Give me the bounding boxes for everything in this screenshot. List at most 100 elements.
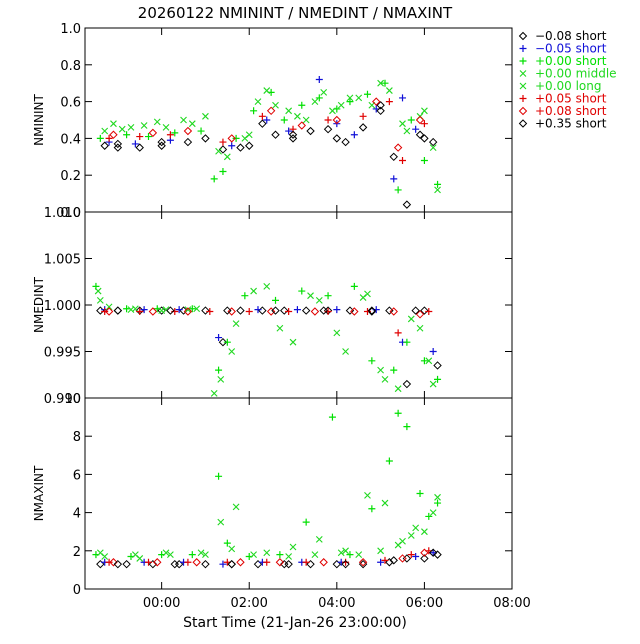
legend-label: +0.35 short (535, 117, 607, 131)
data-point (219, 168, 227, 176)
legend-item: −0.05 short (519, 42, 607, 56)
data-point (385, 558, 394, 567)
data-point (101, 308, 109, 316)
data-point (415, 310, 425, 319)
data-point (420, 548, 429, 557)
data-point (140, 122, 148, 129)
data-point (266, 106, 276, 116)
series--0-08-short (100, 101, 438, 209)
legend-item: +0.00 middle (519, 67, 617, 81)
data-point (394, 329, 402, 337)
series--0-05-short (105, 547, 433, 566)
data-point (145, 133, 153, 141)
data-point (341, 559, 350, 569)
data-point (367, 307, 377, 316)
data-point (342, 348, 349, 355)
legend-marker (519, 57, 527, 65)
data-point (377, 366, 385, 374)
y-tick-label: 10 (64, 392, 81, 407)
data-point (104, 307, 114, 316)
legend-item: +0.35 short (518, 117, 607, 131)
data-point (166, 131, 174, 139)
data-point (434, 493, 441, 501)
data-point (228, 142, 236, 150)
plot-frame (84, 397, 513, 590)
data-point (434, 186, 441, 194)
legend-item: +0.05 short (519, 92, 607, 106)
data-point (376, 101, 385, 110)
data-point (289, 543, 297, 551)
legend-label: +0.08 short (535, 104, 607, 118)
data-point (399, 94, 407, 102)
data-point (298, 287, 306, 295)
data-point (367, 306, 377, 315)
data-point (236, 143, 245, 152)
panel-nmedint: 0.990 0.995 1.000 1.005 1.010 NMEDINT (32, 206, 513, 407)
data-point (389, 307, 398, 316)
data-point (341, 137, 350, 147)
data-point (280, 116, 288, 124)
y-tick-label: 4 (73, 507, 81, 522)
data-point (385, 87, 393, 94)
data-point (232, 320, 240, 327)
data-point (127, 123, 135, 131)
data-point (245, 308, 253, 316)
data-point (407, 551, 415, 559)
data-point (302, 518, 310, 526)
data-point (294, 112, 301, 120)
data-point (298, 101, 306, 109)
data-point (227, 307, 236, 316)
series--0-35-short (113, 106, 429, 150)
data-point (346, 551, 354, 559)
data-point (254, 306, 262, 314)
data-point (263, 558, 271, 566)
y-tick-label: 0.990 (44, 392, 81, 407)
legend-marker (518, 106, 528, 116)
data-point (399, 120, 406, 128)
data-point (258, 119, 267, 128)
data-point (101, 127, 109, 135)
series--0-05-short (105, 98, 428, 164)
data-point (201, 134, 210, 143)
data-point (223, 338, 231, 346)
data-point (324, 292, 332, 300)
data-point (389, 556, 398, 565)
data-point (420, 156, 428, 164)
data-point (346, 98, 354, 106)
data-point (113, 143, 123, 152)
y-tick-label: 0.2 (60, 169, 81, 184)
data-point (272, 296, 280, 304)
data-point (385, 457, 393, 465)
data-point (105, 303, 113, 311)
data-point (223, 539, 231, 547)
y-tick-label: 1.010 (44, 206, 81, 221)
data-point (337, 101, 345, 109)
data-point (184, 306, 192, 314)
data-point (402, 200, 412, 209)
data-point (289, 338, 297, 346)
data-point (263, 87, 271, 94)
data-point (315, 94, 323, 102)
data-point (433, 550, 442, 559)
data-point (188, 305, 196, 313)
data-point (429, 144, 437, 151)
data-point (421, 528, 428, 536)
data-point (429, 380, 437, 388)
data-point (223, 153, 231, 161)
data-point (332, 134, 342, 143)
data-point (180, 116, 187, 124)
series--0-35-short (113, 306, 420, 315)
data-point (183, 137, 193, 147)
data-point (368, 357, 376, 365)
legend-marker (519, 45, 527, 52)
data-point (157, 306, 166, 315)
data-point (258, 112, 266, 120)
y-tick-label: 0 (73, 583, 81, 598)
data-point (389, 152, 398, 162)
data-point (377, 79, 385, 87)
data-point (421, 107, 428, 115)
data-point (381, 556, 389, 564)
data-point (420, 120, 428, 128)
